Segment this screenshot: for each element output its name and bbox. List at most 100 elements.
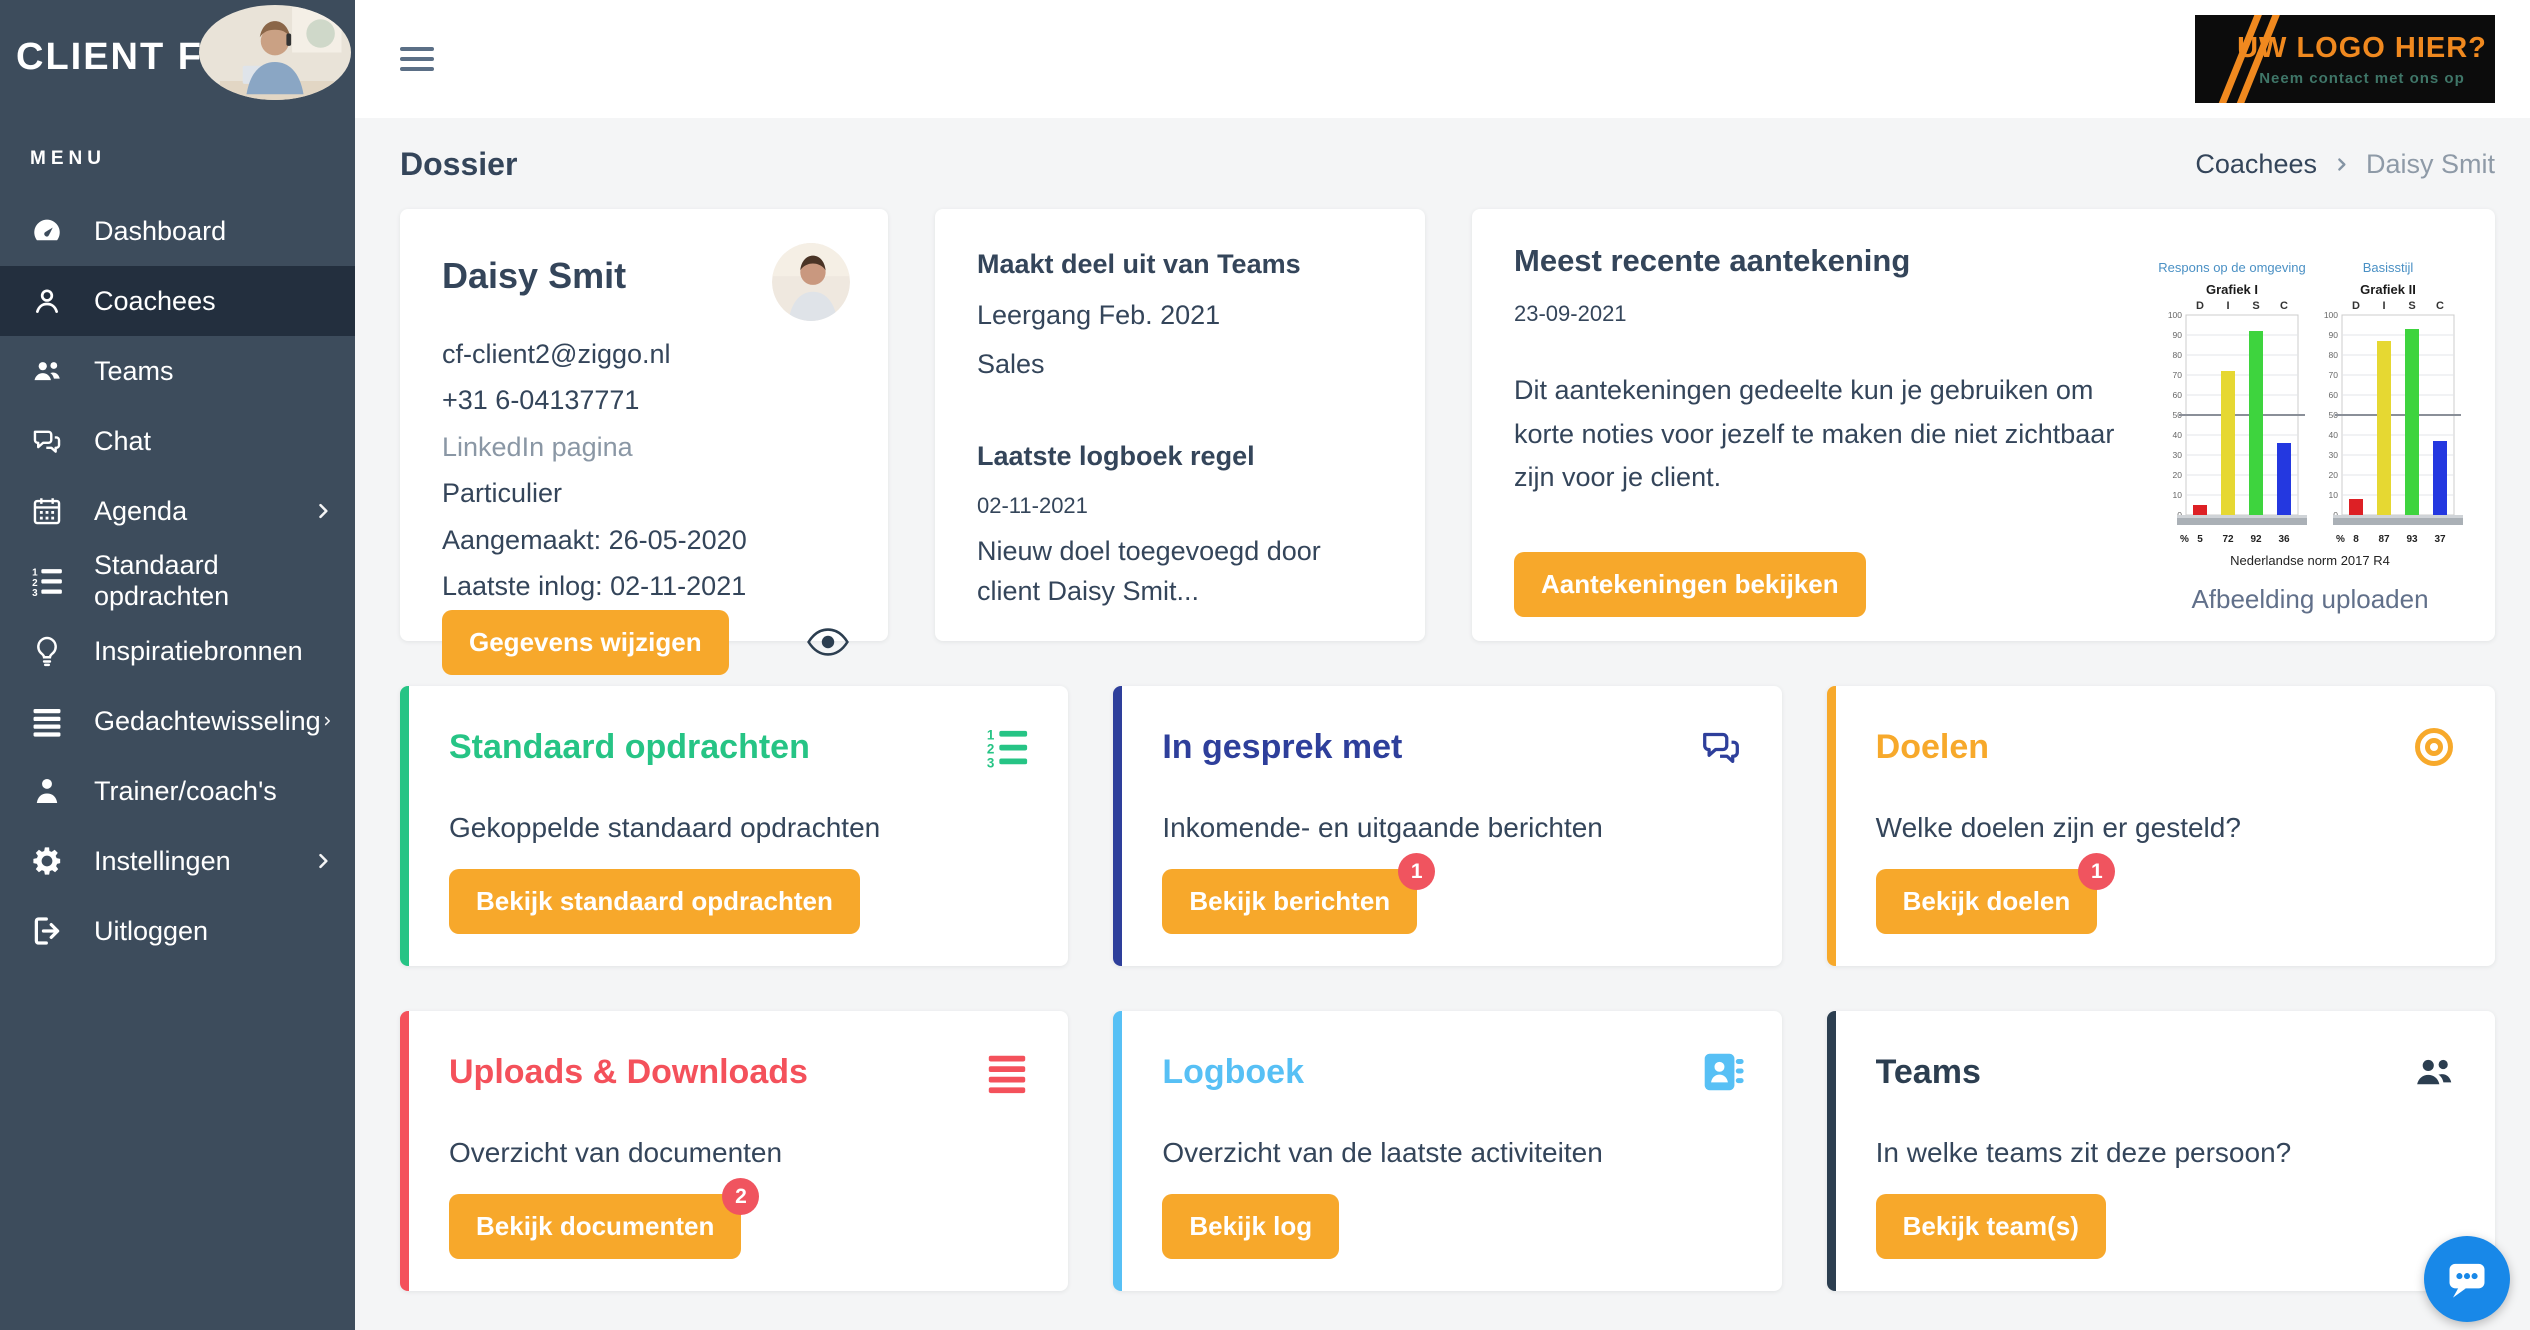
person-icon xyxy=(30,284,64,318)
eye-icon[interactable] xyxy=(806,627,850,657)
tile-title: Teams xyxy=(1875,1053,1981,1091)
sidebar-item-instellingen[interactable]: Instellingen xyxy=(0,826,355,896)
svg-text:50: 50 xyxy=(2173,410,2183,420)
svg-text:70: 70 xyxy=(2173,370,2183,380)
sidebar-item-label: Uitloggen xyxy=(94,915,209,946)
svg-text:90: 90 xyxy=(2173,330,2183,340)
sidebar-item-trainer-coach-s[interactable]: Trainer/coach's xyxy=(0,756,355,826)
notification-badge: 1 xyxy=(1398,853,1436,890)
menu-label: MENU xyxy=(30,148,106,169)
target-icon xyxy=(2411,724,2457,770)
main-content: Dossier Coachees Daisy Smit Daisy Smit xyxy=(355,118,2530,1330)
bekijk-doelen-button[interactable]: Bekijk doelen xyxy=(1875,869,2098,934)
people-icon xyxy=(30,354,64,388)
svg-text:D: D xyxy=(2196,300,2204,312)
profile-card: Daisy Smit cf-client2@ziggo.nl +31 6-041 xyxy=(400,209,888,675)
logo-subline: Neem contact met ons op xyxy=(2259,69,2465,87)
contact-book-icon xyxy=(1698,1049,1744,1095)
svg-text:92: 92 xyxy=(2250,534,2262,545)
svg-text:I: I xyxy=(2226,300,2229,312)
client-created: Aangemaakt: 26-05-2020 xyxy=(442,524,747,555)
chart-title: Respons op de omgeving xyxy=(2158,260,2306,275)
svg-text:D: D xyxy=(2352,300,2360,312)
sidebar-item-coachees[interactable]: Coachees xyxy=(0,266,355,336)
sidebar-item-label: Chat xyxy=(94,425,152,456)
bekijk-log-button[interactable]: Bekijk log xyxy=(1162,1194,1340,1259)
svg-text:20: 20 xyxy=(2329,470,2339,480)
svg-text:80: 80 xyxy=(2329,350,2339,360)
list-lines-icon xyxy=(984,1049,1030,1095)
tile-description: Inkomende- en uitgaande berichten xyxy=(1162,812,1603,843)
tile-description: Overzicht van de laatste activiteiten xyxy=(1162,1137,1603,1168)
svg-text:%: % xyxy=(2336,534,2345,545)
client-avatar xyxy=(772,243,850,321)
client-last-login: Laatste inlog: 02-11-2021 xyxy=(442,571,747,602)
tile-uploads-downloads: Uploads & Downloads Overzicht van docume… xyxy=(400,1011,1069,1291)
page-title: Dossier xyxy=(400,146,518,182)
teams-info-card: Maakt deel uit van Teams Leergang Feb. 2… xyxy=(935,209,1425,641)
tile-title: Doelen xyxy=(1875,728,1990,766)
client-phone: +31 6-04137771 xyxy=(442,385,640,416)
bekijk-standaard-opdrachten-button[interactable]: Bekijk standaard opdrachten xyxy=(449,869,860,934)
gear-icon xyxy=(30,844,64,878)
svg-text:30: 30 xyxy=(2329,450,2339,460)
breadcrumb-parent[interactable]: Coachees xyxy=(2195,149,2317,179)
sidebar-item-label: Instellingen xyxy=(94,845,231,876)
partner-logo-banner[interactable]: UW LOGO HIER? Neem contact met ons op xyxy=(2195,15,2495,103)
svg-text:40: 40 xyxy=(2173,430,2183,440)
bekijk-berichten-button[interactable]: Bekijk berichten xyxy=(1162,869,1418,934)
tile-logboek: Logboek Overzicht van de laatste activit… xyxy=(1113,1011,1782,1291)
svg-text:87: 87 xyxy=(2378,534,2390,545)
last-log-date: 02-11-2021 xyxy=(977,492,1088,518)
svg-text:37: 37 xyxy=(2434,534,2446,545)
view-notes-button[interactable]: Aantekeningen bekijken xyxy=(1514,552,1866,618)
gauge-icon xyxy=(30,214,64,248)
team-name: Sales xyxy=(977,349,1045,380)
tile-title: Logboek xyxy=(1162,1053,1304,1091)
svg-text:100: 100 xyxy=(2168,310,2182,320)
chevron-right-icon xyxy=(313,501,333,521)
note-card: Meest recente aantekening 23-09-2021 Dit… xyxy=(1472,209,2495,641)
bekijk-team-s-button[interactable]: Bekijk team(s) xyxy=(1875,1194,2106,1259)
sidebar-item-chat[interactable]: Chat xyxy=(0,406,355,476)
upload-image-link[interactable]: Afbeelding uploaden xyxy=(2191,584,2429,614)
chart-title: Basisstijl xyxy=(2362,260,2414,275)
bekijk-documenten-button[interactable]: Bekijk documenten xyxy=(449,1194,742,1259)
tile-title: Uploads & Downloads xyxy=(449,1053,808,1091)
sidebar-item-agenda[interactable]: Agenda xyxy=(0,476,355,546)
tile-in-gesprek-met: In gesprek met Inkomende- en uitgaande b… xyxy=(1113,686,1782,966)
chevron-right-icon xyxy=(321,711,333,731)
hamburger-menu-icon[interactable] xyxy=(400,41,434,77)
svg-text:100: 100 xyxy=(2324,310,2338,320)
sidebar-item-inspiratiebronnen[interactable]: Inspiratiebronnen xyxy=(0,616,355,686)
last-log-text: Nieuw doel toegevoegd door client Daisy … xyxy=(977,535,1321,607)
sidebar-item-teams[interactable]: Teams xyxy=(0,336,355,406)
svg-text:3: 3 xyxy=(987,755,994,770)
team-name: Leergang Feb. 2021 xyxy=(977,300,1221,331)
svg-text:10: 10 xyxy=(2329,490,2339,500)
svg-text:20: 20 xyxy=(2173,470,2183,480)
notification-badge: 2 xyxy=(722,1178,760,1215)
chat-fab-button[interactable] xyxy=(2424,1236,2510,1322)
edit-details-button[interactable]: Gegevens wijzigen xyxy=(442,609,729,675)
svg-text:80: 80 xyxy=(2173,350,2183,360)
sidebar-item-dashboard[interactable]: Dashboard xyxy=(0,196,355,266)
sidebar-item-label: Teams xyxy=(94,355,174,386)
note-date: 23-09-2021 xyxy=(1514,301,1627,326)
note-body: Dit aantekeningen gedeelte kun je gebrui… xyxy=(1514,375,2115,493)
svg-text:S: S xyxy=(2252,300,2259,312)
sidebar-item-gedachtewisseling[interactable]: Gedachtewisseling xyxy=(0,686,355,756)
svg-text:1: 1 xyxy=(32,568,38,579)
svg-text:72: 72 xyxy=(2222,534,2234,545)
svg-text:C: C xyxy=(2436,300,2444,312)
sidebar-item-uitloggen[interactable]: Uitloggen xyxy=(0,896,355,966)
tile-doelen: Doelen Welke doelen zijn er gesteld? Bek… xyxy=(1826,686,2495,966)
notification-badge: 1 xyxy=(2078,853,2116,890)
linkedin-link[interactable]: LinkedIn pagina xyxy=(442,431,633,462)
tile-description: In welke teams zit deze persoon? xyxy=(1875,1137,2292,1168)
tile-description: Overzicht van documenten xyxy=(449,1137,783,1168)
sidebar-item-label: Gedachtewisseling xyxy=(94,705,321,736)
